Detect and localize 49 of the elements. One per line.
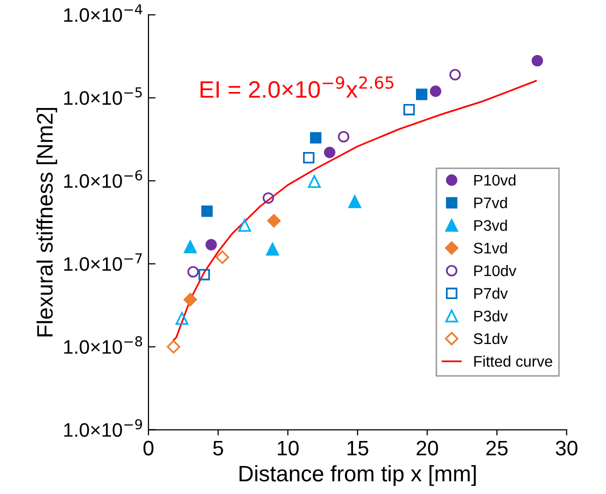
point <box>205 238 217 250</box>
y-tick-label: 1.0×10$^{−5}$ <box>64 87 142 105</box>
point <box>187 266 199 278</box>
legend-label: S1vd <box>474 242 507 254</box>
point <box>238 219 252 232</box>
y-tick-label: 1.0×10$^{−4}$ <box>64 4 142 22</box>
point <box>449 68 461 80</box>
x-tick-label: 10 <box>278 440 299 456</box>
legend-label: P3dv <box>474 310 508 322</box>
legend-label: P10vd <box>474 174 516 186</box>
legend-label: S1dv <box>474 332 508 344</box>
y-tick-label: 1.0×10$^{−8}$ <box>64 336 142 354</box>
point <box>430 86 442 97</box>
point <box>184 240 197 254</box>
y-tick-label: 1.0×10$^{−7}$ <box>64 253 142 271</box>
legend-label: P7dv <box>474 288 508 299</box>
y-axis-title: Flexural stiffness [Nm2] <box>36 108 58 336</box>
legend-label: P7vd <box>474 197 507 208</box>
point <box>303 152 314 164</box>
x-tick-label: 5 <box>213 440 224 456</box>
x-tick-label: 20 <box>416 440 438 456</box>
point <box>310 132 322 144</box>
x-tick-label: 0 <box>143 440 154 456</box>
legend-label: Fitted curve <box>474 356 552 367</box>
annotation: EI = 2.0×10$^{−9}$x$^{2.65}$ <box>200 76 394 98</box>
point <box>184 292 198 306</box>
point <box>266 242 279 256</box>
point <box>267 214 281 228</box>
point <box>216 250 230 264</box>
point <box>166 340 180 354</box>
point <box>338 131 350 142</box>
x-axis-title: Distance from tip x [mm] <box>240 465 476 486</box>
legend-label: P10dv <box>474 264 516 276</box>
x-tick-label: 15 <box>348 440 368 456</box>
point <box>416 88 428 100</box>
point <box>532 55 544 66</box>
point <box>176 312 188 325</box>
point <box>262 192 274 204</box>
point <box>403 104 415 116</box>
point <box>348 195 362 208</box>
point <box>198 268 210 280</box>
y-tick-label: 1.0×10$^{−6}$ <box>64 170 142 188</box>
legend-label: P3vd <box>474 220 507 231</box>
point <box>201 206 213 217</box>
y-tick-label: 1.0×10$^{−9}$ <box>64 419 142 437</box>
point <box>308 175 321 188</box>
x-tick-label: 30 <box>556 440 578 456</box>
point <box>324 146 336 158</box>
x-tick-label: 25 <box>486 440 508 456</box>
